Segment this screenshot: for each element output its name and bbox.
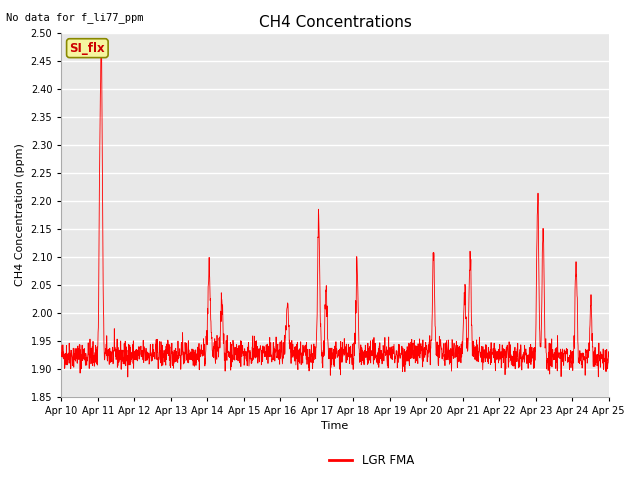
Title: CH4 Concentrations: CH4 Concentrations bbox=[259, 15, 412, 30]
Legend: LGR FMA: LGR FMA bbox=[324, 449, 419, 472]
Text: SI_flx: SI_flx bbox=[70, 42, 105, 55]
Y-axis label: CH4 Concentration (ppm): CH4 Concentration (ppm) bbox=[15, 143, 25, 286]
Text: No data for f_li77_ppm: No data for f_li77_ppm bbox=[6, 12, 144, 23]
X-axis label: Time: Time bbox=[321, 421, 349, 432]
